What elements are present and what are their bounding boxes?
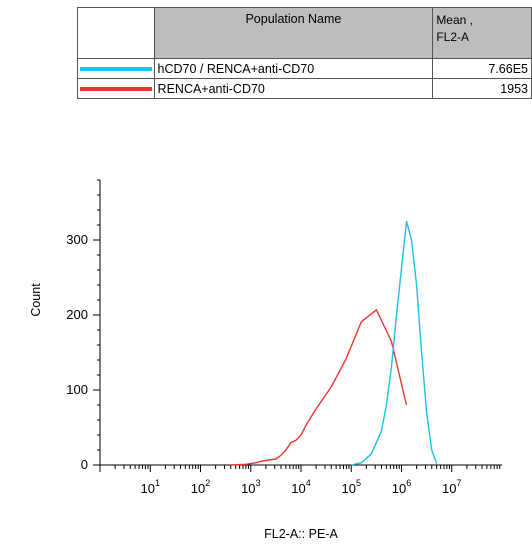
legend-header-mean: Mean , FL2-A: [432, 7, 532, 59]
legend-header-mean-line2: FL2-A: [436, 30, 469, 44]
series-line-1: [351, 220, 438, 466]
legend-header-blank: [77, 7, 155, 59]
x-tick-label: 105: [342, 478, 361, 496]
y-tick-label: 100: [66, 382, 88, 397]
x-axis-title: FL2-A:: PE-A: [264, 527, 338, 541]
x-tick-label: 102: [191, 478, 210, 496]
x-tick-label: 101: [141, 478, 160, 496]
legend-row: hCD70 / RENCA+anti-CD70 7.66E5: [77, 58, 532, 79]
legend-mean-value: 1953: [432, 78, 532, 99]
x-tick-label: 107: [442, 478, 461, 496]
legend-table: Population Name Mean , FL2-A hCD70 / REN…: [77, 7, 532, 99]
series-line-0: [230, 309, 408, 466]
legend-population-name: RENCA+anti-CD70: [153, 78, 434, 99]
legend-swatch-red: [80, 86, 152, 91]
x-tick-label: 106: [392, 478, 411, 496]
y-axis-title: Count: [29, 283, 43, 317]
y-tick-label: 0: [81, 457, 88, 472]
legend-swatch-cell: [77, 58, 155, 79]
x-tick-label: 104: [291, 478, 310, 496]
legend-header-mean-line1: Mean ,: [436, 13, 473, 27]
legend-row: RENCA+anti-CD70 1953: [77, 78, 532, 99]
y-tick-label: 300: [66, 232, 88, 247]
x-tick-label: 103: [241, 478, 260, 496]
legend-swatch-blue: [80, 66, 152, 71]
y-tick-label: 200: [66, 307, 88, 322]
legend-population-name: hCD70 / RENCA+anti-CD70: [153, 58, 434, 79]
